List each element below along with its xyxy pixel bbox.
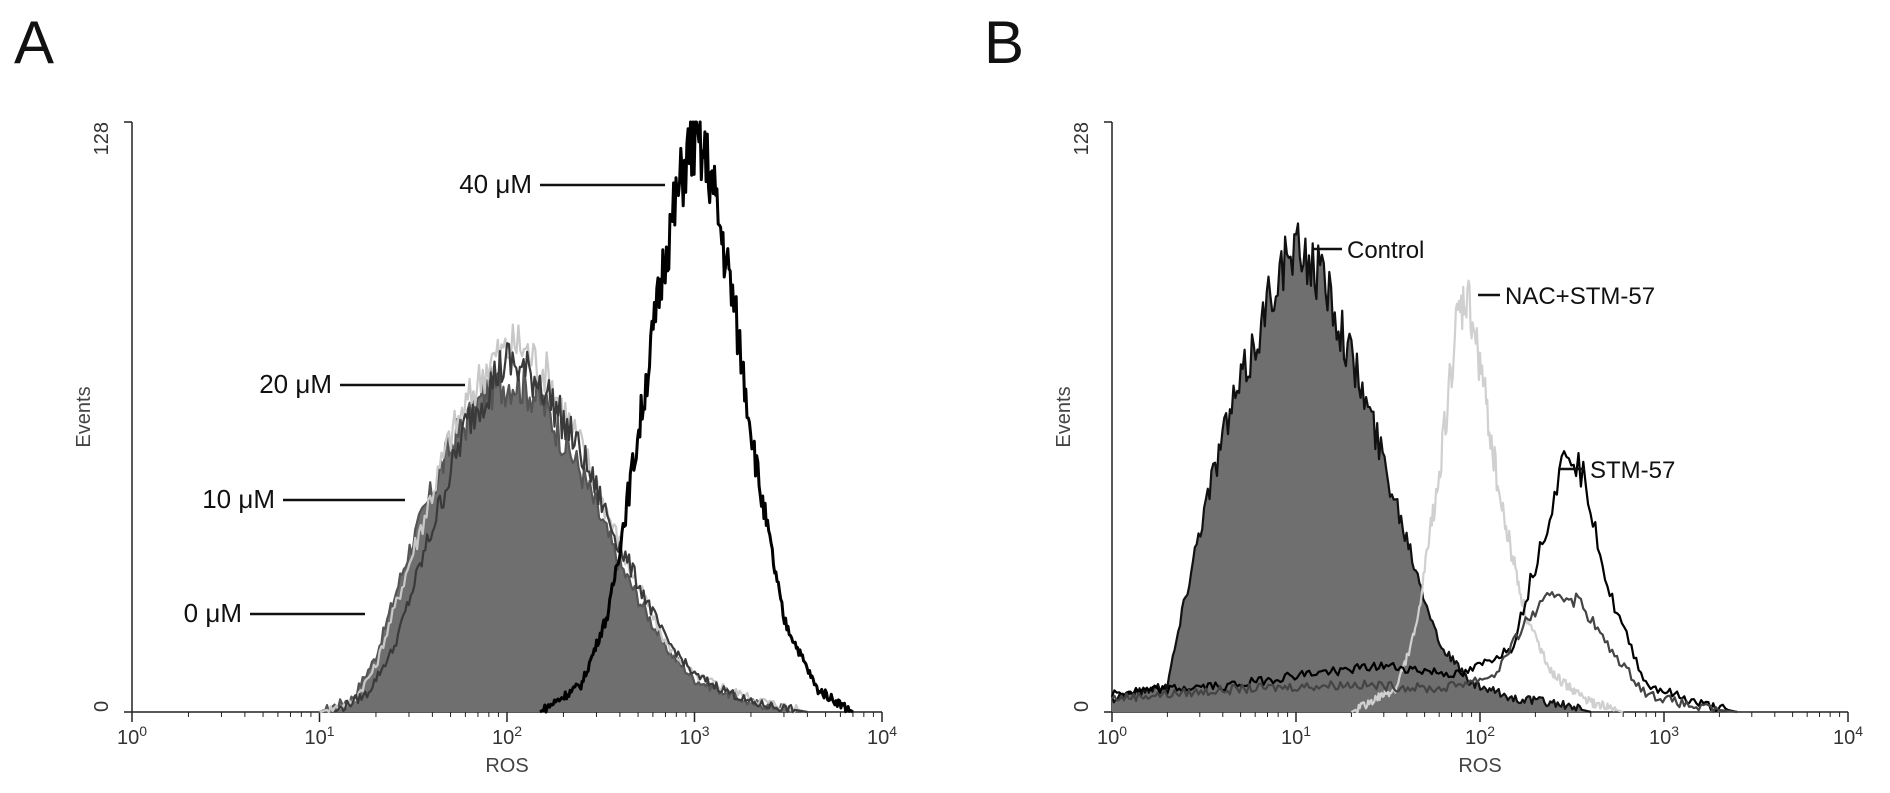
y-tick-label: 128: [91, 122, 113, 155]
y-tick-label: 128: [1071, 122, 1093, 155]
series-line-40-m: [539, 120, 854, 714]
x-tick-label: 101: [1281, 723, 1311, 749]
x-tick-label: 104: [867, 723, 897, 749]
x-tick-label: 104: [1833, 723, 1863, 749]
annotation-label: NAC+STM-57: [1505, 283, 1655, 310]
x-tick-label: 102: [492, 723, 522, 749]
series-fill-control: [1112, 223, 1591, 712]
y-tick-label: 0: [91, 701, 113, 712]
x-axis-label: ROS: [485, 755, 528, 777]
x-tick-label: 100: [117, 723, 147, 749]
x-tick-label: 103: [679, 723, 709, 749]
series-line-unnamed: [1111, 591, 1738, 714]
chart-panel-a: 0 128 Events 100 101 102 103 104 ROS 40 μM 20 μM 10…: [73, 120, 897, 777]
annotation-label: 20 μM: [259, 369, 332, 399]
y-tick-label: 0: [1071, 701, 1093, 712]
chart-panel-b: 0 128 Events 100 101 102 103 104 ROS Control NAC+S…: [1053, 121, 1863, 777]
annotation-label: Control: [1347, 237, 1424, 264]
x-tick-label: 102: [1465, 723, 1495, 749]
panel-label-a: A: [14, 9, 55, 76]
panel-label-b: B: [984, 9, 1025, 76]
annotation-label: 10 μM: [202, 484, 275, 514]
x-tick-label: 100: [1097, 723, 1127, 749]
series-line-nac-stm-57: [1350, 279, 1624, 714]
series-line-20-m: [333, 342, 808, 714]
x-tick-label: 103: [1649, 723, 1679, 749]
y-axis-label: Events: [1053, 386, 1075, 447]
x-tick-label: 101: [304, 723, 334, 749]
series-line-control: [1110, 222, 1592, 714]
annotation-label: 40 μM: [459, 169, 532, 199]
x-axis-label: ROS: [1458, 755, 1501, 777]
series-line-stm-57: [1110, 450, 1738, 714]
annotation-label: STM-57: [1590, 457, 1675, 484]
series-fill-0-m: [319, 366, 808, 712]
annotation-label: 0 μM: [184, 598, 242, 628]
y-axis-label: Events: [73, 386, 95, 447]
